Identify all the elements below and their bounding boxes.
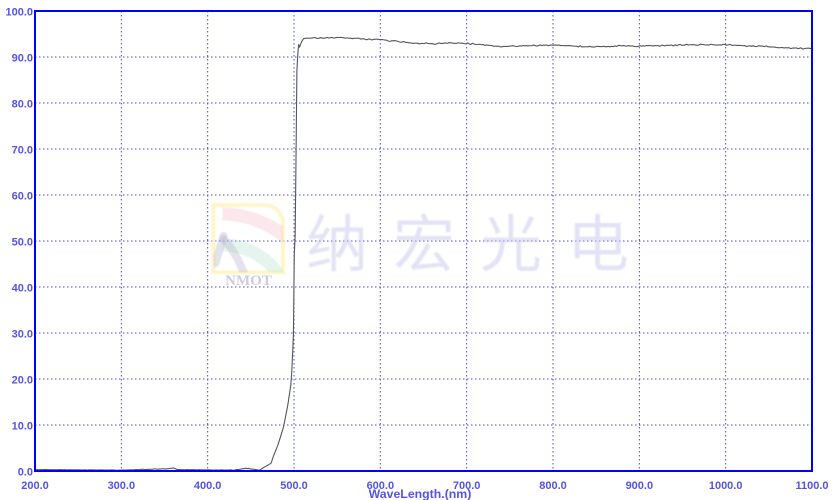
svg-text:1100.0: 1100.0 bbox=[795, 480, 828, 492]
svg-text:70.0: 70.0 bbox=[12, 145, 33, 157]
svg-text:900.0: 900.0 bbox=[626, 480, 654, 492]
svg-text:50.0: 50.0 bbox=[12, 237, 33, 249]
svg-text:宏: 宏 bbox=[393, 211, 455, 280]
svg-text:NMOT: NMOT bbox=[225, 273, 272, 289]
svg-text:20.0: 20.0 bbox=[12, 375, 33, 387]
svg-text:纳: 纳 bbox=[306, 211, 368, 280]
svg-text:0.0: 0.0 bbox=[18, 467, 33, 479]
svg-text:400.0: 400.0 bbox=[194, 480, 222, 492]
svg-text:1000.0: 1000.0 bbox=[709, 480, 743, 492]
svg-text:500.0: 500.0 bbox=[280, 480, 308, 492]
svg-text:200.0: 200.0 bbox=[21, 480, 49, 492]
svg-text:100.0: 100.0 bbox=[5, 7, 33, 19]
svg-text:300.0: 300.0 bbox=[108, 480, 136, 492]
svg-text:60.0: 60.0 bbox=[12, 191, 33, 203]
svg-text:800.0: 800.0 bbox=[539, 480, 567, 492]
svg-text:WaveLength.(nm): WaveLength.(nm) bbox=[369, 487, 472, 500]
svg-text:10.0: 10.0 bbox=[12, 421, 33, 433]
svg-text:80.0: 80.0 bbox=[12, 99, 33, 111]
svg-text:90.0: 90.0 bbox=[12, 53, 33, 65]
svg-text:光: 光 bbox=[480, 211, 542, 280]
svg-text:40.0: 40.0 bbox=[12, 283, 33, 295]
svg-text:电: 电 bbox=[567, 211, 629, 280]
svg-text:30.0: 30.0 bbox=[12, 329, 33, 341]
